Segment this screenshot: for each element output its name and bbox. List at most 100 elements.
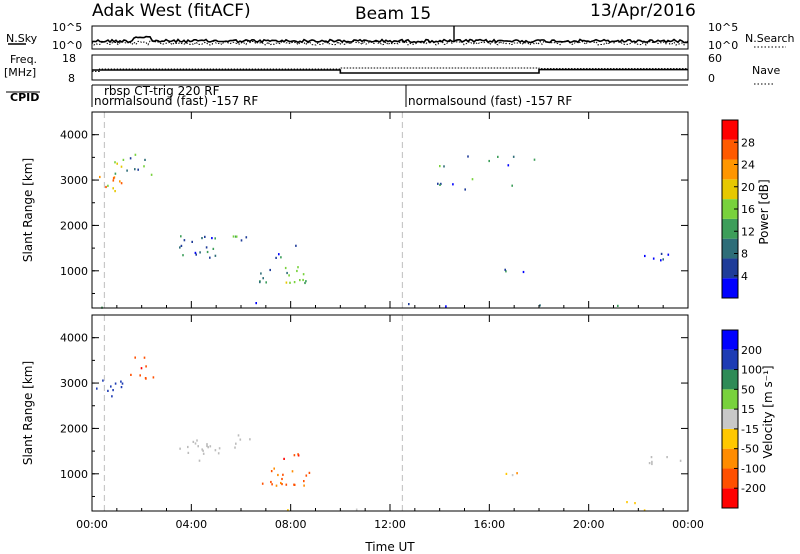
noise-right-tick-top: 10^5 — [708, 21, 738, 34]
vel-cell-5-1 — [293, 454, 296, 457]
vel-cell-0-3 — [114, 382, 117, 385]
vel-cell-4-7 — [270, 470, 273, 473]
power-colorbar-swatch-7 — [722, 139, 738, 160]
pow-cell-8-6 — [443, 165, 445, 168]
freq-label-line1: Freq. — [10, 53, 37, 66]
vel-cell-0-5 — [111, 395, 113, 398]
pow-cell-2-3 — [206, 250, 209, 254]
vel-cell-5-3 — [283, 457, 285, 460]
pow-cell-2-7 — [212, 247, 215, 250]
pow-ytick-label-3: 4000 — [60, 129, 88, 142]
vel-cell-2-15 — [218, 447, 221, 450]
pow-cell-2-15 — [195, 253, 197, 256]
vel-cell-3-3 — [237, 434, 240, 437]
power-colorbar-label: Power [dB] — [757, 179, 771, 244]
pow-cell-4-10 — [302, 278, 304, 282]
vel-cell-6-0 — [505, 472, 508, 475]
vel-cell-2-12 — [206, 443, 208, 446]
velocity-colorbar-swatch-7 — [722, 349, 738, 370]
velocity-colorbar-label-2: -50 — [741, 443, 759, 456]
pow-cell-4-2 — [262, 277, 264, 280]
pow-cell-8-12 — [497, 155, 499, 158]
pow-cell-1-5 — [114, 161, 116, 164]
cpid-seg1-line2: normalsound (fast) -157 RF — [94, 94, 258, 108]
pow-cell-8-5 — [533, 158, 536, 161]
pow-cell-4-8 — [284, 266, 287, 270]
vel-cell-7-0 — [679, 459, 682, 462]
pow-cell-1-9 — [129, 157, 132, 160]
pow-cell-8-4 — [439, 183, 441, 186]
radar-name: Adak West (fitACF) — [92, 1, 251, 21]
pow-cell-1-2 — [137, 168, 139, 171]
velocity-panel: 1000 2000 3000 4000 00:00 04:00 08:00 12:00 16:0… — [21, 314, 704, 554]
pow-cell-4-3 — [304, 281, 306, 285]
power-colorbar-label-5: 24 — [741, 159, 755, 172]
velocity-colorbar-swatch-2 — [722, 448, 738, 469]
pow-cell-0-1 — [112, 187, 114, 190]
vel-cell-4-18 — [273, 467, 275, 470]
vel-cell-2-16 — [194, 442, 197, 445]
vel-xtick-label-2: 08:00 — [275, 518, 307, 531]
vel-cell-7-5 — [651, 460, 653, 463]
vel-cell-2-9 — [214, 449, 217, 452]
pow-cell-2-10 — [211, 237, 213, 240]
power-data-cells — [99, 112, 670, 309]
vel-cell-2-0 — [187, 445, 189, 449]
pow-cell-1-0 — [122, 158, 125, 161]
pow-cell-2-13 — [183, 239, 186, 242]
vel-cell-0-7 — [110, 385, 112, 388]
power-colorbar: Power [dB] 4 8 12 16 20 24 28 — [721, 119, 771, 299]
pow-cell-5-2 — [295, 244, 297, 247]
pow-cell-7-2 — [667, 253, 670, 256]
pow-ytick-label-0: 1000 — [60, 265, 88, 278]
power-colorbar-swatch-3 — [722, 218, 738, 239]
pow-ytick-label-2: 3000 — [60, 174, 88, 187]
vel-cell-2-3 — [206, 444, 208, 448]
pow-cell-1-3 — [134, 168, 136, 171]
pow-cell-4-15 — [269, 268, 271, 272]
velocity-colorbar-label-6: 100 — [741, 364, 762, 377]
velocity-colorbar-swatch-4 — [722, 409, 738, 429]
noise-sky-line — [91, 35, 689, 44]
pow-cell-3-1 — [234, 235, 237, 238]
pow-cell-9-0 — [408, 303, 410, 306]
velocity-colorbar-swatch-5 — [722, 389, 738, 410]
pow-cell-2-9 — [201, 237, 203, 240]
pow-cell-3-3 — [235, 235, 238, 238]
vel-cell-8-1 — [643, 509, 646, 512]
pow-cell-5-1 — [278, 253, 280, 256]
vel-cell-1-6 — [145, 365, 147, 368]
nave-line — [92, 67, 688, 72]
pow-cell-4-4 — [293, 281, 296, 284]
pow-cell-0-0 — [112, 179, 115, 182]
vel-cell-1-0 — [143, 356, 146, 359]
pow-cell-6-2 — [504, 268, 506, 271]
pow-cell-8-2 — [471, 178, 474, 181]
freq-tick-bottom: 8 — [68, 72, 75, 85]
pow-cell-1-11 — [143, 165, 145, 168]
noise-left-tick-bottom: 10^0 — [52, 39, 82, 52]
power-axes: 1000 2000 3000 4000 — [60, 112, 689, 308]
beam-label: Beam 15 — [355, 4, 431, 24]
pow-cell-7-5 — [662, 258, 664, 261]
cpid-seg2-line2: normalsound (fast) -157 RF — [408, 94, 572, 108]
vel-ytick-label-1: 2000 — [60, 422, 88, 435]
noise-left-tick-top: 10^5 — [52, 21, 82, 34]
vel-ytick-label-2: 3000 — [60, 377, 88, 390]
vel-cell-4-9 — [281, 477, 283, 481]
pow-cell-0-6 — [119, 180, 121, 183]
vel-cell-0-2 — [120, 386, 123, 389]
nave-label: Nave — [752, 64, 780, 77]
freq-label-line2: [MHz] — [4, 66, 36, 79]
vel-cell-4-1 — [291, 470, 294, 473]
power-colorbar-label-2: 12 — [741, 225, 755, 238]
cpid-panel: CPID rbsp CT-trig 220 RF normalsound (fa… — [6, 84, 688, 108]
pow-cell-2-14 — [214, 254, 217, 257]
power-colorbar-swatch-4 — [722, 199, 738, 219]
pow-cell-3-4 — [232, 235, 235, 238]
power-colorbar-label-4: 20 — [741, 181, 755, 194]
vel-cell-2-1 — [207, 446, 209, 449]
velocity-colorbar-swatch-3 — [722, 428, 738, 449]
pow-ytick-label-1: 2000 — [60, 219, 88, 232]
pow-cell-4-9 — [265, 281, 267, 284]
